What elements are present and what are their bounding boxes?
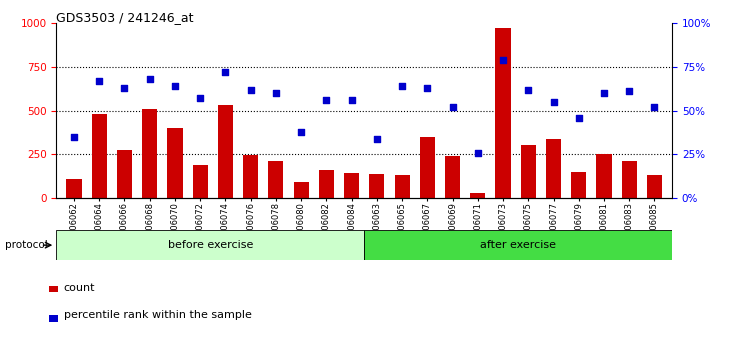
Bar: [546, 139, 561, 198]
Point: [648, 104, 660, 110]
Point: [522, 87, 534, 92]
Bar: [496, 28, 511, 198]
Bar: [192, 165, 208, 198]
Point: [93, 78, 105, 84]
Text: percentile rank within the sample: percentile rank within the sample: [64, 310, 252, 320]
Bar: [218, 105, 233, 198]
Point: [270, 90, 282, 96]
Point: [195, 96, 207, 101]
Point: [219, 69, 231, 75]
Point: [421, 85, 433, 91]
Text: protocol: protocol: [5, 240, 47, 250]
Bar: [647, 176, 662, 198]
Bar: [56, 230, 364, 260]
Bar: [142, 109, 157, 198]
Point: [573, 115, 585, 120]
Bar: [622, 161, 637, 198]
Bar: [445, 156, 460, 198]
Point: [143, 76, 155, 82]
Point: [119, 85, 131, 91]
Bar: [364, 230, 672, 260]
Text: before exercise: before exercise: [167, 240, 253, 250]
Bar: [49, 315, 59, 321]
Bar: [294, 182, 309, 198]
Point: [472, 150, 484, 155]
Point: [598, 90, 610, 96]
Bar: [572, 172, 587, 198]
Bar: [344, 173, 359, 198]
Bar: [394, 175, 409, 198]
Text: after exercise: after exercise: [480, 240, 556, 250]
Bar: [243, 155, 258, 198]
Text: GDS3503 / 241246_at: GDS3503 / 241246_at: [56, 11, 194, 24]
Point: [396, 83, 408, 89]
Bar: [268, 161, 283, 198]
Point: [245, 87, 257, 92]
Bar: [420, 137, 435, 198]
Point: [623, 88, 635, 94]
Bar: [167, 128, 182, 198]
Bar: [66, 179, 82, 198]
Point: [295, 129, 307, 135]
Bar: [49, 286, 59, 292]
Point: [321, 97, 333, 103]
Point: [497, 57, 509, 63]
Bar: [470, 193, 485, 198]
Point: [68, 134, 80, 140]
Point: [345, 97, 357, 103]
Point: [447, 104, 459, 110]
Bar: [520, 145, 536, 198]
Point: [169, 83, 181, 89]
Bar: [117, 150, 132, 198]
Text: count: count: [64, 283, 95, 293]
Point: [371, 136, 383, 142]
Bar: [92, 114, 107, 198]
Bar: [369, 174, 385, 198]
Bar: [596, 154, 611, 198]
Point: [547, 99, 559, 105]
Bar: [319, 170, 334, 198]
